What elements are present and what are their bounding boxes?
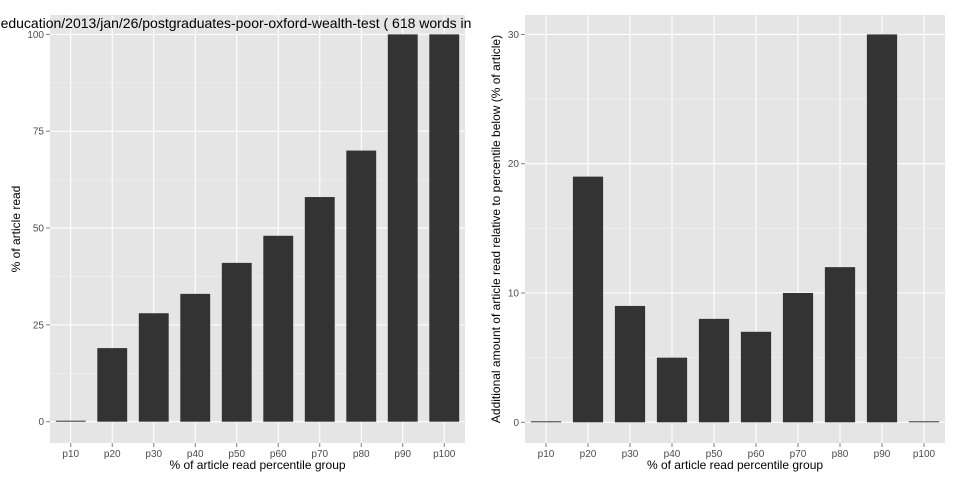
y-axis: 0 10 20 30 [508, 30, 525, 429]
bar-p100 [908, 421, 940, 423]
bar-p90 [866, 34, 898, 423]
x-tick-label: p30 [622, 449, 639, 460]
x-tick-label: p30 [145, 449, 162, 460]
x-axis-title: % of article read percentile group [169, 458, 345, 472]
y-tick-label: 10 [508, 289, 520, 300]
chart-title: education/2013/jan/26/postgraduates-poor… [1, 15, 472, 31]
x-tick-label: p10 [62, 449, 79, 460]
x-tick-label: p100 [433, 449, 456, 460]
bars [55, 34, 460, 422]
bar-p80 [824, 267, 856, 423]
bar-p30 [614, 305, 646, 423]
bar-p40 [656, 357, 688, 423]
bar-p10 [530, 421, 562, 423]
y-tick-label: 0 [513, 418, 519, 429]
bar-p80 [346, 150, 377, 422]
bar-p70 [782, 293, 814, 423]
x-tick-label: p20 [104, 449, 121, 460]
bar-p40 [180, 293, 211, 422]
y-tick-label: 25 [33, 320, 45, 331]
x-tick-label: p10 [538, 449, 555, 460]
y-tick-label: 75 [33, 127, 45, 138]
y-tick-label: 30 [508, 30, 520, 41]
x-tick-label: p40 [664, 449, 681, 460]
y-axis: 0 25 50 75 100 [27, 30, 50, 428]
bar-p70 [304, 197, 335, 422]
bars [530, 34, 940, 423]
y-axis-title: Additional amount of article read relati… [489, 35, 503, 423]
x-tick-label: p80 [353, 449, 370, 460]
x-tick-label: p90 [874, 449, 891, 460]
bar-p50 [698, 318, 730, 423]
bar-p30 [138, 313, 169, 422]
y-axis-title: % of article read [9, 186, 23, 273]
x-axis: p10 p20 p30 p40 p50 p60 p70 p80 p90 p100 [62, 443, 456, 460]
x-tick-label: p100 [913, 449, 936, 460]
x-tick-label: p50 [706, 449, 723, 460]
bar-p20 [97, 348, 128, 422]
x-tick-label: p70 [311, 449, 328, 460]
y-tick-label: 100 [27, 30, 44, 41]
bar-p60 [740, 331, 772, 423]
x-axis: p10 p20 p30 p40 p50 p60 p70 p80 p90 p100 [538, 443, 936, 460]
y-tick-label: 50 [33, 224, 45, 235]
chart-panel-right: 0 10 20 30 p10 p20 p30 p40 p50 p60 p70 p80 p90 p100 % … [489, 15, 945, 472]
x-tick-label: p90 [394, 449, 411, 460]
x-tick-label: p40 [187, 449, 204, 460]
bar-p90 [387, 34, 418, 422]
x-tick-label: p60 [270, 449, 287, 460]
y-tick-label: 20 [508, 159, 520, 170]
y-tick-label: 0 [38, 417, 44, 428]
x-tick-label: p60 [748, 449, 765, 460]
bar-p10 [55, 420, 86, 422]
x-axis-title: % of article read percentile group [647, 458, 823, 472]
x-tick-label: p20 [580, 449, 597, 460]
bar-p20 [572, 176, 604, 423]
bar-p60 [263, 235, 294, 422]
x-tick-label: p70 [790, 449, 807, 460]
x-tick-label: p50 [228, 449, 245, 460]
x-tick-label: p80 [832, 449, 849, 460]
bar-p50 [221, 262, 252, 422]
bar-p100 [429, 34, 460, 422]
